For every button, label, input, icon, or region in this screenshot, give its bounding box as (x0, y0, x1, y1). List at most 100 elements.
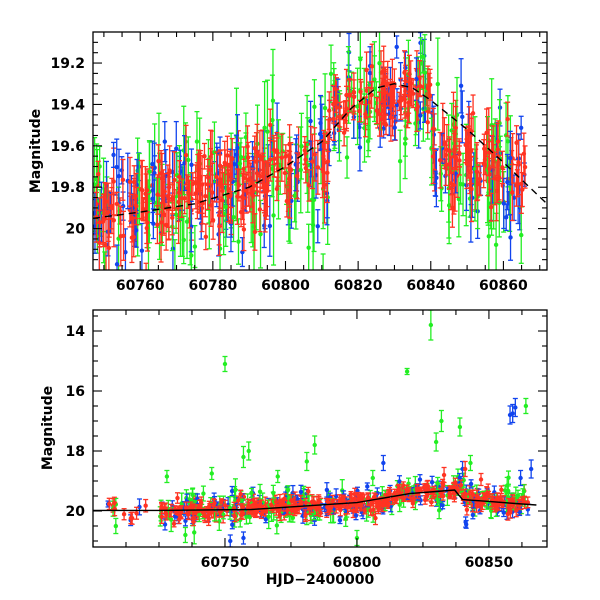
marker (236, 239, 241, 244)
marker (150, 196, 155, 201)
marker (406, 100, 411, 105)
marker (282, 170, 288, 176)
data-point (249, 487, 255, 499)
marker (179, 195, 185, 201)
data-point (519, 171, 525, 208)
data-point (325, 140, 331, 183)
data-point (518, 115, 524, 140)
marker (372, 77, 377, 82)
marker (392, 125, 397, 130)
marker (183, 152, 189, 158)
marker (161, 212, 167, 218)
marker (170, 196, 175, 201)
marker (237, 161, 243, 166)
data-point (298, 126, 304, 214)
data-point (118, 205, 124, 267)
marker (385, 81, 390, 86)
data-point (420, 39, 426, 74)
data-point (267, 195, 273, 257)
data-point (425, 65, 431, 112)
marker (443, 152, 449, 158)
data-point (201, 142, 207, 170)
marker (138, 187, 144, 192)
data-point (121, 210, 127, 261)
marker (114, 201, 120, 207)
marker (217, 177, 223, 182)
marker (172, 514, 178, 519)
marker (374, 108, 379, 113)
marker (109, 203, 115, 209)
marker (172, 177, 177, 183)
data-point (105, 182, 111, 243)
marker (166, 196, 171, 201)
data-point (254, 150, 260, 197)
marker (171, 521, 177, 527)
data-point (321, 129, 327, 189)
data-point (171, 520, 177, 528)
marker (325, 159, 331, 164)
data-point (402, 50, 408, 96)
marker (173, 212, 179, 217)
x-tick-label: 60820 (334, 278, 383, 294)
marker (392, 83, 397, 89)
marker (134, 203, 139, 209)
data-point (486, 141, 492, 197)
marker (420, 54, 425, 59)
data-point (311, 79, 317, 135)
marker (202, 154, 207, 159)
marker (116, 173, 122, 179)
x-tick-label: 60860 (479, 278, 528, 294)
marker (321, 157, 326, 162)
marker (344, 106, 349, 111)
data-point (410, 79, 416, 109)
marker (438, 171, 443, 176)
marker (270, 98, 276, 103)
bottom-data-points (105, 310, 534, 547)
marker (162, 189, 167, 194)
marker (418, 113, 423, 118)
marker (418, 83, 423, 89)
marker (96, 171, 101, 177)
marker (306, 183, 312, 188)
data-point (162, 172, 168, 211)
marker (152, 170, 157, 176)
y-tick-label: 19.8 (50, 180, 85, 196)
data-point (495, 120, 501, 163)
marker (257, 207, 263, 212)
data-point (231, 192, 237, 243)
marker (113, 523, 119, 529)
marker (221, 512, 226, 517)
marker (235, 194, 240, 199)
data-point (217, 150, 223, 209)
marker (93, 182, 97, 187)
marker (258, 231, 263, 237)
data-point (129, 193, 135, 243)
marker (411, 91, 416, 96)
data-point (447, 136, 453, 167)
marker (460, 182, 466, 187)
marker (214, 174, 219, 180)
data-point (205, 158, 211, 210)
marker (493, 242, 499, 248)
data-point (369, 43, 375, 89)
marker (190, 492, 195, 498)
marker (383, 90, 388, 95)
y-tick-label: 19.6 (50, 139, 85, 155)
marker (241, 195, 246, 201)
data-point (111, 193, 117, 248)
marker (477, 182, 482, 187)
data-point (466, 106, 472, 153)
data-point (505, 101, 511, 137)
data-point (344, 85, 350, 132)
marker (369, 64, 375, 69)
data-point (472, 116, 478, 222)
marker (501, 201, 506, 206)
marker (401, 94, 407, 100)
data-point (294, 152, 300, 200)
data-point (109, 177, 115, 235)
marker (201, 491, 206, 496)
x-tick-label: 60800 (261, 278, 310, 294)
marker (452, 149, 457, 154)
marker (176, 190, 182, 195)
data-point (238, 196, 244, 228)
